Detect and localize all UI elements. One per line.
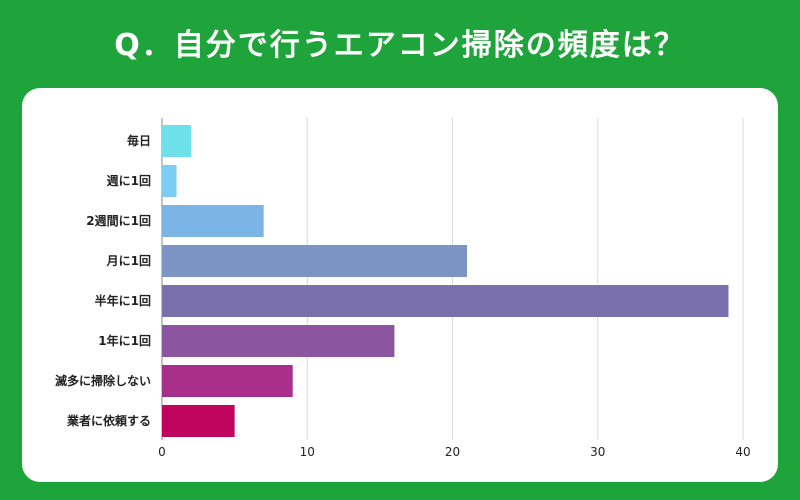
category-label: 月に1回: [106, 254, 151, 268]
x-tick-labels: 0 10 20 30 40: [158, 445, 750, 459]
x-tick-label: 40: [735, 445, 750, 459]
bar: [162, 125, 192, 157]
bar: [162, 405, 235, 437]
bar: [162, 325, 395, 357]
category-label: 業者に依頼する: [66, 413, 151, 428]
chart-title: Q．自分で行うエアコン掃除の頻度は？: [114, 28, 686, 63]
bar: [162, 245, 468, 277]
category-label: 週に1回: [107, 173, 151, 188]
x-tick-label: 0: [158, 445, 166, 459]
x-tick-label: 20: [445, 445, 460, 459]
category-label: 毎日: [127, 133, 151, 148]
bar: [162, 165, 177, 197]
x-tick-label: 30: [590, 445, 605, 459]
bars: [162, 125, 729, 437]
bar: [162, 205, 264, 237]
category-label: 1年に1回: [98, 333, 151, 348]
bar: [162, 285, 729, 317]
category-label: 滅多に掃除しない: [55, 373, 151, 388]
category-label: 半年に1回: [95, 293, 151, 308]
bar: [162, 365, 293, 397]
category-label: 2週間に1回: [86, 213, 151, 228]
x-tick-label: 10: [300, 445, 315, 459]
